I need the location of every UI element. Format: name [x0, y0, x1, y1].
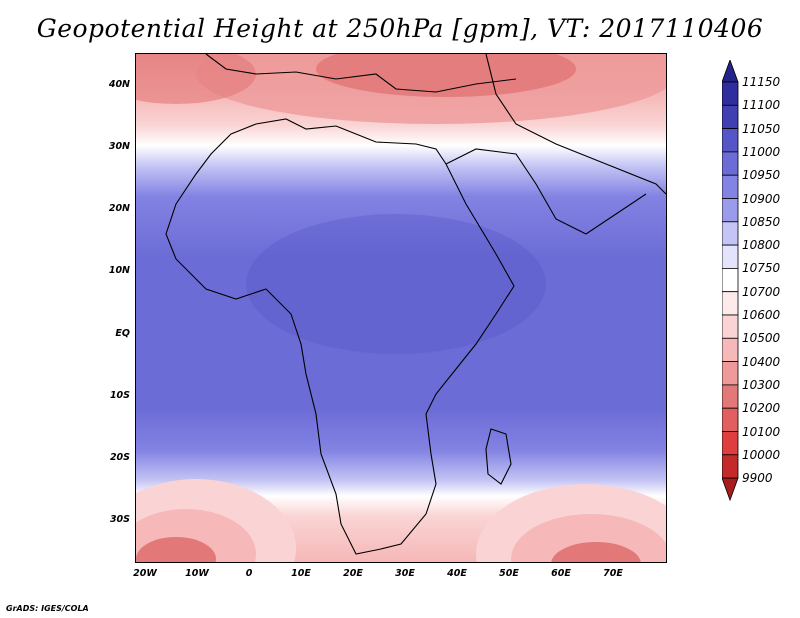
- credit-text: GrADS: IGES/COLA: [6, 604, 89, 613]
- lon-label: 10W: [185, 568, 209, 579]
- colorbar-swatch: [721, 291, 739, 316]
- colorbar-swatch: [721, 431, 739, 456]
- lat-label: 40N: [108, 79, 130, 90]
- lon-label: 0: [245, 568, 253, 579]
- colorbar-swatch: [721, 384, 739, 409]
- colorbar-level-label: 11050: [742, 121, 781, 136]
- colorbar-level-label: 10850: [742, 214, 781, 229]
- colorbar-level-label: 11100: [742, 98, 781, 113]
- lon-label: 20W: [133, 568, 157, 579]
- colorbar-swatch: [721, 361, 739, 386]
- lon-label: 60E: [551, 568, 571, 579]
- lon-label: 50E: [499, 568, 519, 579]
- lat-label: 20N: [108, 203, 130, 214]
- colorbar-swatch: [721, 221, 739, 246]
- colorbar-level-label: 10300: [742, 377, 781, 392]
- colorbar-swatch: [721, 407, 739, 432]
- colorbar-swatch: [721, 81, 739, 106]
- lat-label: 10N: [108, 265, 130, 276]
- colorbar-level-label: 10950: [742, 168, 781, 183]
- colorbar-swatch: [721, 267, 739, 293]
- colorbar-level-label: 10700: [742, 284, 781, 299]
- colorbar-level-label: 10750: [742, 261, 781, 276]
- colorbar-graphic: [721, 58, 739, 502]
- colorbar-swatch: [721, 337, 739, 362]
- colorbar-swatch: [721, 151, 739, 176]
- map-panel: [135, 53, 667, 563]
- colorbar-swatch: [721, 128, 739, 153]
- colorbar-level-label: 9900: [742, 471, 773, 486]
- colorbar: [721, 58, 742, 564]
- colorbar-swatch: [721, 174, 739, 199]
- lon-label: 70E: [603, 568, 623, 579]
- lat-label: 30N: [108, 141, 130, 152]
- colorbar-max-triangle: [721, 58, 739, 83]
- lon-label: 40E: [447, 568, 467, 579]
- colorbar-level-label: 10000: [742, 447, 781, 462]
- colorbar-swatch: [721, 314, 739, 339]
- lat-label: 20S: [109, 452, 130, 463]
- colorbar-level-label: 11000: [742, 144, 781, 159]
- lon-label: 30E: [395, 568, 415, 579]
- coastline-outlines: [165, 54, 666, 555]
- lat-label: EQ: [115, 328, 130, 339]
- colorbar-swatch: [721, 104, 739, 129]
- geopotential-field: [136, 54, 666, 562]
- lon-label: 20E: [343, 568, 363, 579]
- colorbar-level-label: 10500: [742, 331, 781, 346]
- colorbar-level-label: 10600: [742, 308, 781, 322]
- colorbar-swatch: [721, 198, 739, 223]
- map-title: Geopotential Height at 250hPa [gpm], VT:…: [36, 14, 764, 43]
- colorbar-level-label: 10200: [742, 401, 781, 416]
- colorbar-swatch: [721, 244, 739, 269]
- colorbar-level-label: 11150: [742, 75, 781, 89]
- colorbar-swatch: [721, 454, 739, 479]
- colorbar-level-label: 10800: [742, 238, 781, 253]
- colorbar-level-label: 10900: [742, 191, 781, 206]
- colorbar-level-label: 10100: [742, 424, 781, 439]
- colorbar-level-label: 10400: [742, 354, 781, 369]
- lat-label: 10S: [109, 390, 130, 401]
- lon-label: 10E: [291, 568, 311, 579]
- lat-label: 30S: [109, 514, 130, 525]
- colorbar-min-triangle: [721, 477, 739, 502]
